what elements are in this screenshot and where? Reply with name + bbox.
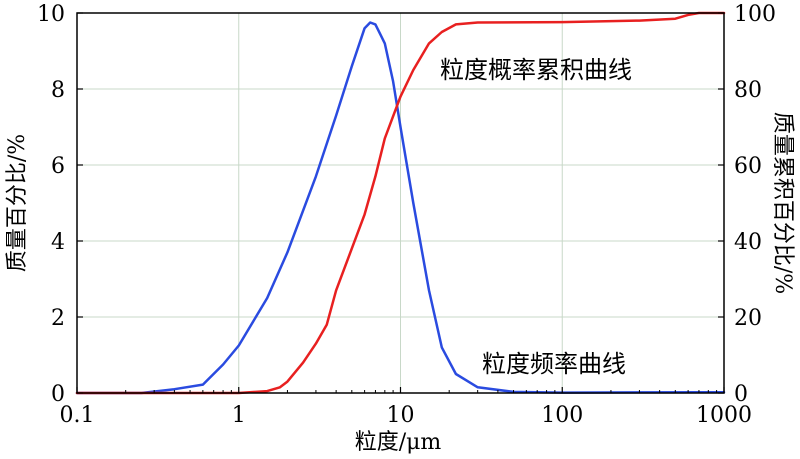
y-left-tick-label: 10 [37, 2, 65, 27]
y-right-tick-label: 20 [734, 306, 762, 331]
frequency-curve [75, 21, 726, 395]
frequency-curve-label: 粒度频率曲线 [482, 350, 626, 378]
y-left-tick-label: 6 [51, 154, 65, 179]
y-left-tick-label: 0 [51, 382, 65, 407]
grid [77, 13, 724, 393]
x-axis-label: 粒度/μm [355, 430, 442, 455]
x-tick-label: 100 [541, 403, 583, 428]
cumulative-curve-label: 粒度概率累积曲线 [440, 56, 632, 84]
x-tick-label: 10 [387, 403, 415, 428]
y-axis-right-label: 质量累积百分比/% [770, 112, 795, 294]
x-tick-label: 1 [232, 403, 246, 428]
y-right-tick-label: 100 [734, 2, 776, 27]
x-tick-label: 1000 [696, 403, 752, 428]
y-right-tick-label: 40 [734, 230, 762, 255]
y-left-tick-label: 8 [51, 78, 65, 103]
x-tick-label: 0.1 [60, 403, 95, 428]
curves [75, 11, 726, 395]
y-right-tick-label: 0 [734, 382, 748, 407]
y-left-tick-label: 4 [51, 230, 65, 255]
y-axis-left-label: 质量百分比/% [5, 134, 30, 272]
cumulative-curve [75, 11, 726, 395]
y-left-tick-label: 2 [51, 306, 65, 331]
y-right-tick-label: 80 [734, 78, 762, 103]
y-right-tick-label: 60 [734, 154, 762, 179]
